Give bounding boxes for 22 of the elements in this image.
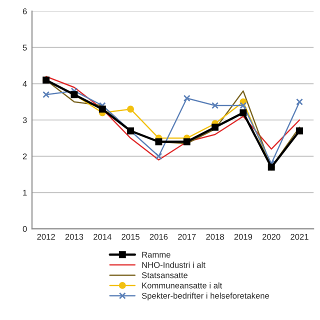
legend-label: Spekter-bedrifter i helseforetakene bbox=[142, 292, 270, 300]
legend-label: Kommuneansatte i alt bbox=[142, 282, 222, 288]
x-tick-label: 2014 bbox=[94, 234, 112, 240]
y-tick-label: 4 bbox=[22, 81, 27, 87]
y-tick-label: 3 bbox=[22, 117, 27, 124]
y-tick-label: 1 bbox=[23, 190, 27, 196]
y-tick-label: 0 bbox=[22, 226, 27, 232]
y-tick-label: 5 bbox=[22, 44, 27, 51]
y-tick-label: 2 bbox=[22, 153, 27, 160]
legend-label: Statsansatte bbox=[142, 272, 188, 278]
legend-label: NHO-Industri i alt bbox=[142, 262, 206, 268]
x-tick-label: 2012 bbox=[37, 234, 55, 240]
x-tick-label: 2013 bbox=[65, 234, 84, 240]
x-tick-label: 2015 bbox=[122, 234, 140, 240]
x-tick-label: 2018 bbox=[206, 234, 224, 240]
legend-label: Ramme bbox=[142, 252, 170, 258]
x-tick-label: 2019 bbox=[234, 234, 252, 240]
x-tick-label: 2016 bbox=[150, 234, 168, 240]
x-tick-label: 2021 bbox=[290, 234, 308, 240]
x-tick-label: 2020 bbox=[262, 234, 280, 240]
y-tick-label: 6 bbox=[22, 8, 27, 14]
x-tick-label: 2017 bbox=[178, 234, 196, 240]
